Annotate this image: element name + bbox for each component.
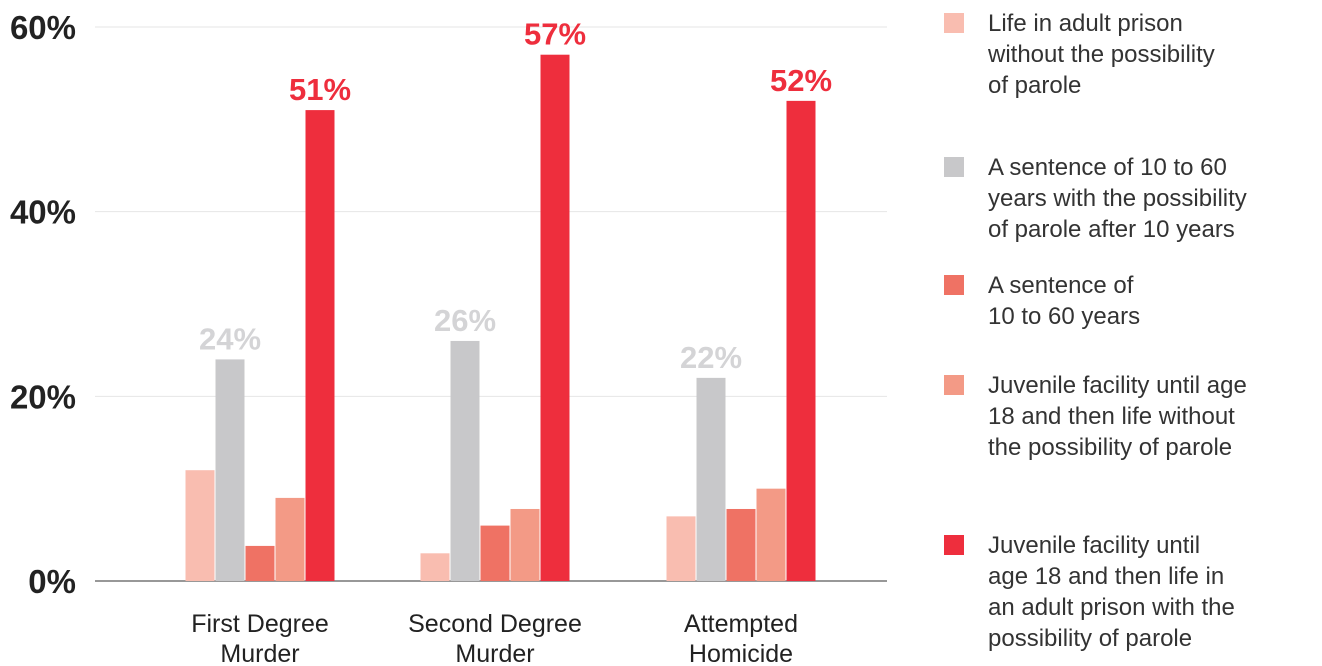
data-label: 52% [770, 63, 832, 98]
y-tick-label: 60% [10, 9, 76, 46]
x-axis-ticks: First Degree Murder Second Degree Murder Att… [191, 610, 798, 666]
data-label: 24% [199, 321, 261, 356]
bar [756, 488, 786, 581]
legend-label: A sentence of 10 to 60 years [988, 272, 1141, 330]
bar [726, 508, 756, 581]
x-tick-label: First Degree Murder [191, 610, 329, 666]
bar [450, 340, 480, 581]
bar [185, 470, 215, 581]
bar [305, 110, 335, 581]
y-tick-label: 0% [28, 563, 76, 600]
y-axis-ticks: 0% 20% 40% 60% [10, 9, 76, 600]
bar [666, 516, 696, 581]
legend-swatch [944, 157, 964, 177]
x-tick-label: Second Degree Murder [408, 610, 582, 666]
legend-swatch [944, 13, 964, 33]
legend-swatch [944, 275, 964, 295]
data-label: 57% [524, 17, 586, 52]
bar [696, 377, 726, 581]
legend-label: Life in adult prison without the possibi… [988, 10, 1215, 99]
bar [215, 359, 245, 581]
legend-label: A sentence of 10 to 60 years with the po… [988, 154, 1247, 243]
y-tick-label: 40% [10, 194, 76, 231]
bars [185, 54, 816, 581]
bar [420, 553, 450, 581]
legend-label: Juvenile facility until age 18 and then … [988, 532, 1235, 652]
data-label: 51% [289, 72, 351, 107]
bar [245, 545, 275, 581]
legend-swatch [944, 375, 964, 395]
bar [275, 497, 305, 581]
bar [480, 525, 510, 581]
data-label: 26% [434, 303, 496, 338]
bar [540, 54, 570, 581]
data-label: 22% [680, 340, 742, 375]
x-tick-label: Attempted Homicide [684, 610, 798, 666]
y-tick-label: 20% [10, 378, 76, 415]
legend-label: Juvenile facility until age 18 and then … [988, 372, 1247, 461]
legend: Life in adult prison without the possibi… [940, 8, 1320, 666]
bar [510, 508, 540, 581]
bar-chart: 0% 20% 40% 60% 24% 26% 22% 51% 57% 52% First Deg… [10, 9, 887, 666]
data-labels: 24% 26% 22% 51% 57% 52% [199, 17, 832, 375]
legend-swatch [944, 535, 964, 555]
bar [786, 100, 816, 581]
